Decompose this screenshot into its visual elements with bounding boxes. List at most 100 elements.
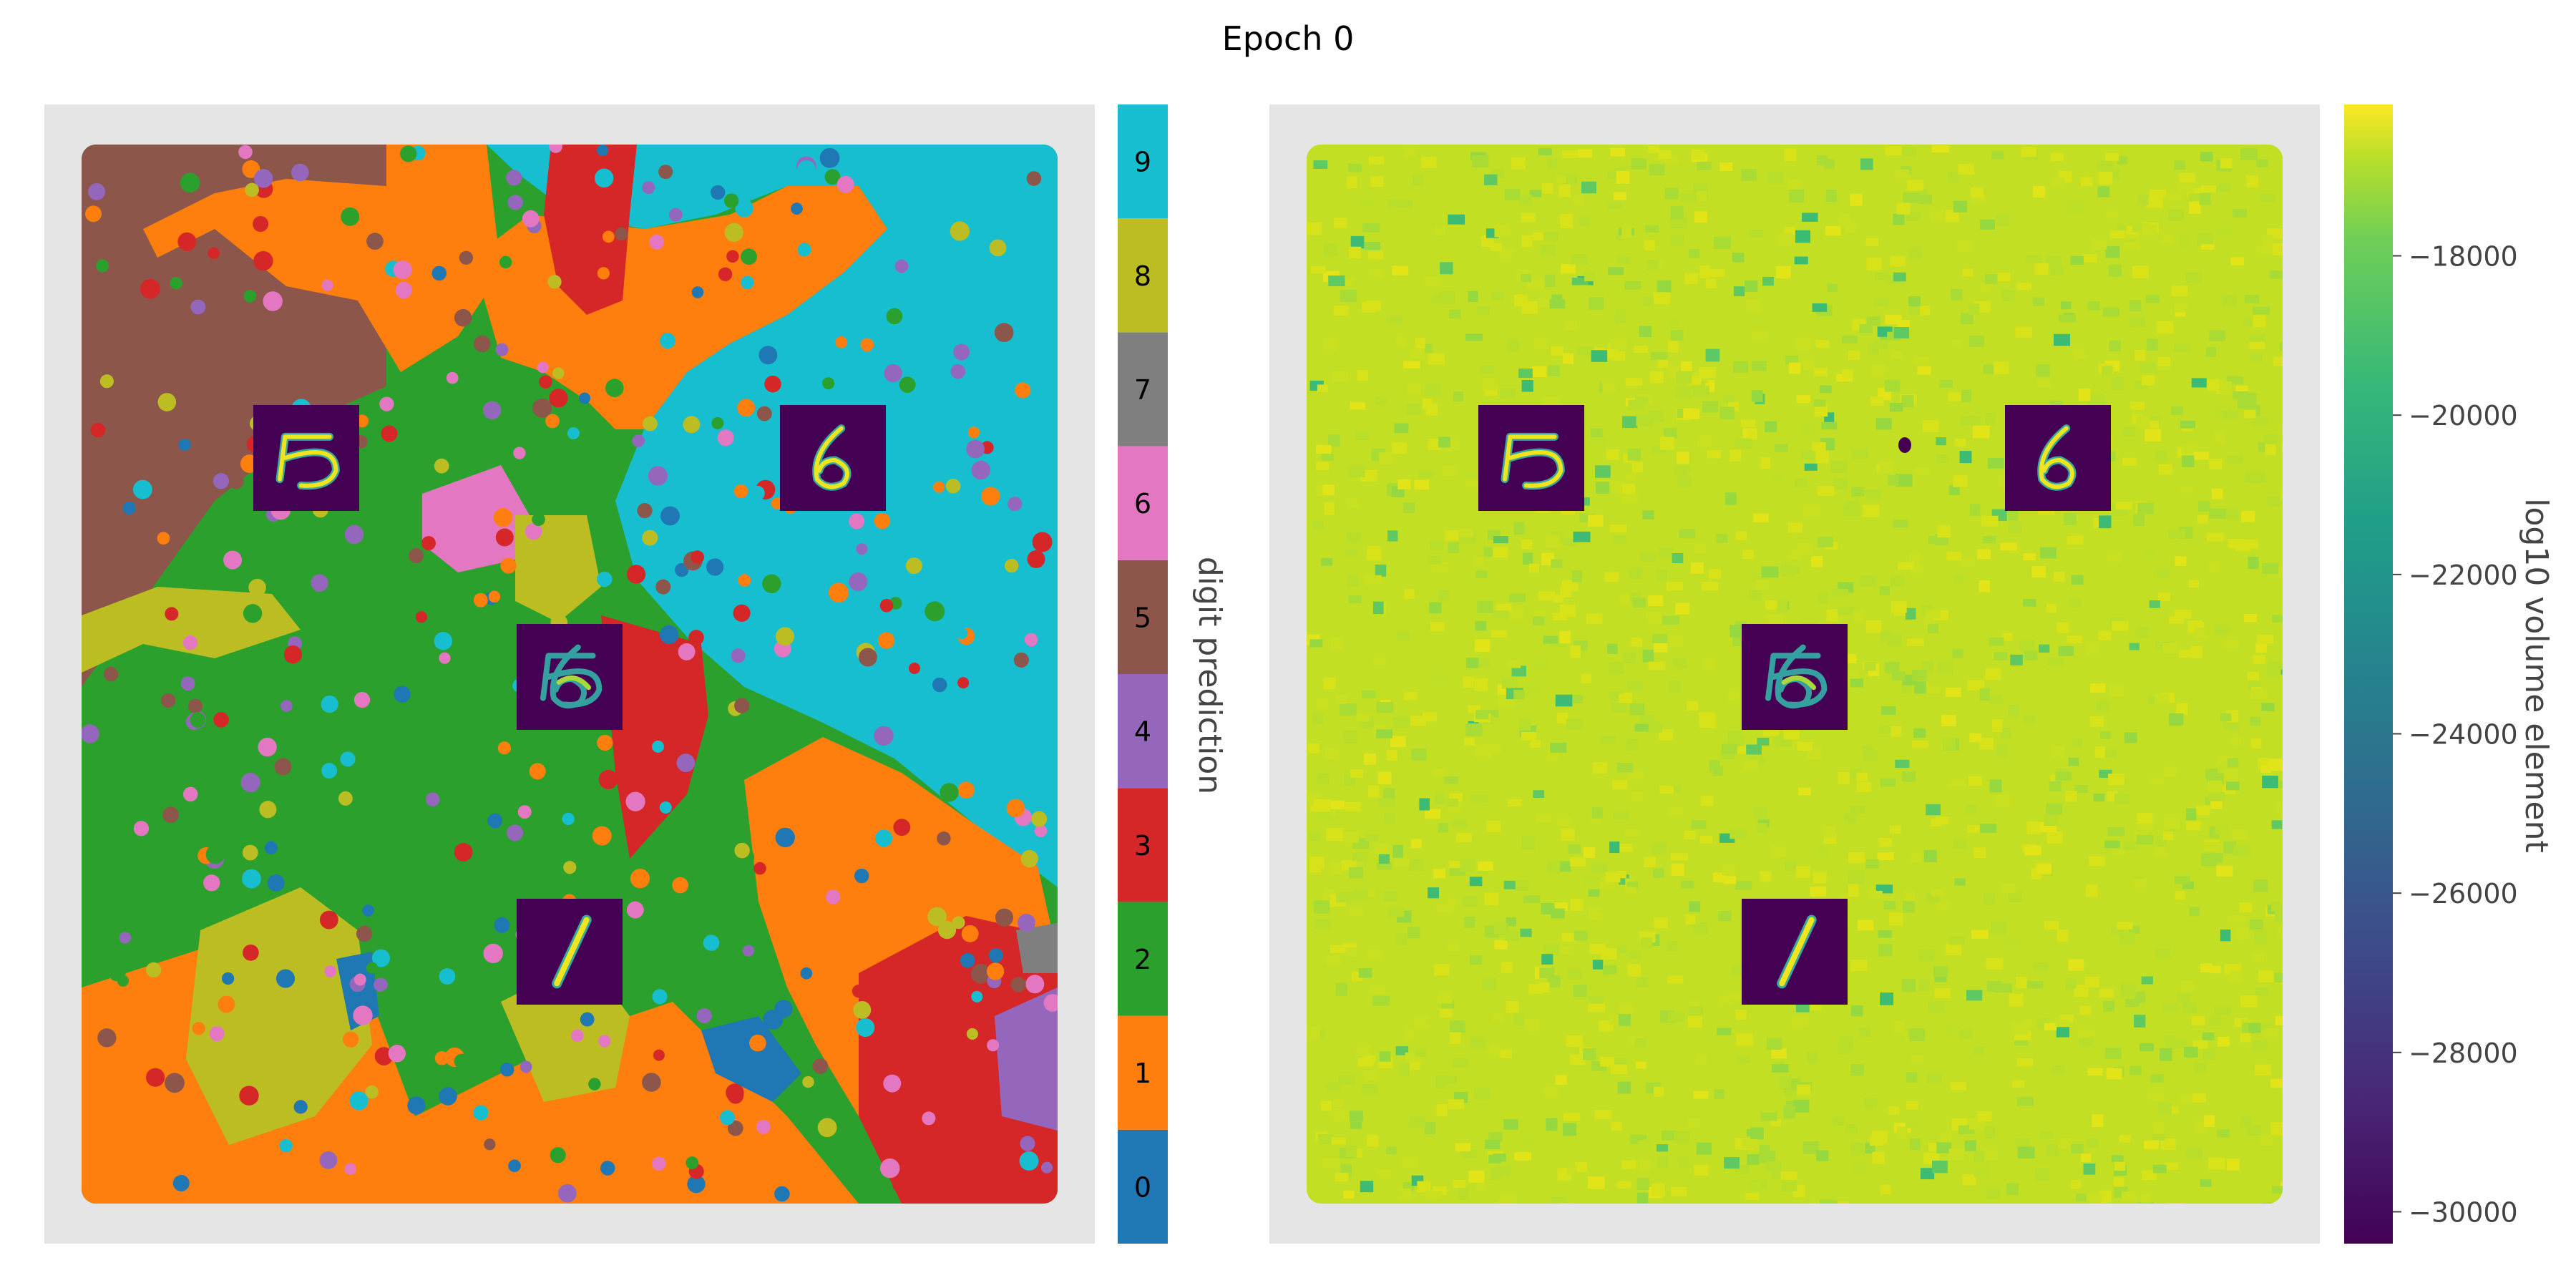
volume-point xyxy=(2100,731,2111,739)
volume-point xyxy=(1727,731,1742,744)
volume-point xyxy=(2275,1015,2283,1025)
volume-point xyxy=(2230,737,2242,746)
volume-point xyxy=(2260,194,2276,203)
digit-inset-5 xyxy=(253,405,359,511)
prediction-point xyxy=(733,484,748,499)
volume-point xyxy=(1414,479,1430,490)
volume-point xyxy=(1787,180,1801,190)
volume-point xyxy=(1581,181,1596,194)
volume-point xyxy=(1760,871,1772,882)
volume-point xyxy=(2197,514,2208,524)
volume-point xyxy=(1883,901,1896,909)
volume-point xyxy=(1826,609,1838,622)
volume-point xyxy=(1952,574,1963,583)
volume-point xyxy=(1347,947,1357,957)
prediction-point xyxy=(279,1138,293,1153)
prediction-point xyxy=(597,734,613,751)
volume-point xyxy=(1890,351,1902,359)
volume-point xyxy=(2040,547,2057,559)
volume-point xyxy=(1931,145,1949,153)
volume-point xyxy=(1694,211,1708,223)
volume-point xyxy=(1343,731,1357,743)
volume-point xyxy=(1787,522,1802,533)
prediction-point xyxy=(388,1045,406,1063)
volume-point xyxy=(1995,794,2012,807)
volume-point xyxy=(1562,353,1574,364)
prediction-point xyxy=(507,824,524,841)
prediction-point xyxy=(879,598,894,613)
volume-point xyxy=(2207,562,2220,572)
volume-point xyxy=(1568,969,1583,980)
volume-point xyxy=(1368,156,1384,165)
volume-point xyxy=(2213,1006,2231,1015)
volume-point xyxy=(1355,431,1369,440)
prediction-point xyxy=(686,1156,699,1169)
volume-point xyxy=(2192,1093,2206,1103)
volume-point xyxy=(2217,755,2232,763)
prediction-point xyxy=(340,751,356,767)
volume-point xyxy=(1616,170,1630,184)
volume-point xyxy=(2099,769,2112,778)
volume-point xyxy=(1541,954,1553,965)
volume-point xyxy=(1911,1055,1924,1064)
volume-point xyxy=(1759,1151,1776,1163)
volume-point xyxy=(1313,160,1328,170)
volume-point xyxy=(1376,702,1394,713)
volume-point xyxy=(1492,1013,1503,1022)
volume-point xyxy=(2097,160,2113,171)
volume-point xyxy=(2054,1020,2071,1028)
volume-point xyxy=(2092,1114,2104,1127)
prediction-point xyxy=(131,1068,146,1083)
volume-point xyxy=(1732,361,1749,373)
volume-point xyxy=(2200,152,2213,162)
prediction-point xyxy=(844,278,860,293)
volume-point xyxy=(2011,1080,2025,1088)
volume-point xyxy=(1366,301,1382,311)
volume-point xyxy=(1860,158,1873,170)
prediction-point xyxy=(598,1035,611,1048)
prediction-point xyxy=(488,590,501,603)
volume-point xyxy=(1644,240,1655,250)
volume-point xyxy=(2155,450,2167,463)
volume-point xyxy=(2089,716,2104,727)
volume-point xyxy=(2221,295,2238,308)
prediction-region xyxy=(744,737,1052,1116)
volume-point xyxy=(1375,396,1387,405)
digit-inset-5 xyxy=(1478,405,1584,511)
volume-point xyxy=(2200,185,2216,192)
volume-point xyxy=(1623,653,1636,663)
volume-point xyxy=(2046,831,2063,844)
volume-point xyxy=(1719,406,1735,420)
volume-point xyxy=(2024,650,2038,661)
volume-point xyxy=(2191,378,2207,388)
volume-point xyxy=(1936,454,1949,463)
volume-point xyxy=(1489,1045,1501,1056)
volume-point xyxy=(1909,1028,1926,1042)
volume-point xyxy=(1974,847,1986,859)
volume-point xyxy=(2115,502,2132,510)
volume-point xyxy=(2226,376,2244,384)
volume-point xyxy=(1880,992,1894,1005)
volume-point xyxy=(2144,1140,2159,1150)
volume-point xyxy=(1961,312,1974,324)
volume-point xyxy=(1333,218,1347,228)
digit-prediction-label: digit prediction xyxy=(1191,557,1228,794)
volume-point xyxy=(1708,569,1722,579)
prediction-point xyxy=(570,1029,584,1043)
prediction-point xyxy=(749,1034,766,1052)
volume-point xyxy=(2266,668,2280,677)
volume-point xyxy=(1969,504,1981,516)
volume-point xyxy=(1672,553,1684,564)
volume-point xyxy=(1719,162,1733,172)
volume-point xyxy=(2228,914,2245,924)
volume-point xyxy=(1662,615,1679,625)
volume-point xyxy=(2178,486,2195,494)
volume-point xyxy=(1687,1118,1701,1128)
volume-tick-label: −20000 xyxy=(2409,400,2518,431)
volume-point xyxy=(1484,174,1498,185)
volume-point xyxy=(1335,1172,1349,1182)
prediction-point xyxy=(727,1087,744,1104)
prediction-point xyxy=(248,578,266,597)
volume-point xyxy=(1480,366,1494,374)
